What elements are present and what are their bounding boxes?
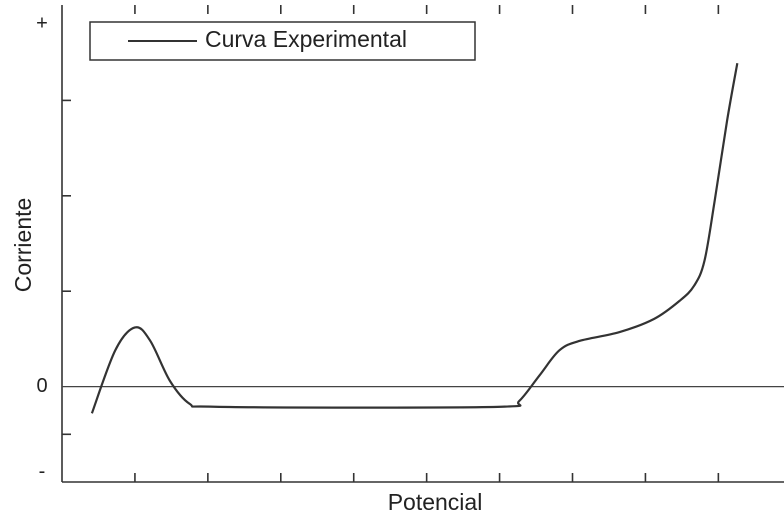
y-tick-label: + <box>36 12 48 34</box>
y-tick-label: 0 <box>36 375 47 397</box>
legend-label: Curva Experimental <box>205 26 407 52</box>
line-series <box>90 63 739 414</box>
y-tick-label: - <box>39 461 46 483</box>
y-axis-label: Corriente <box>10 198 36 293</box>
x-axis-label: Potencial <box>388 489 483 515</box>
